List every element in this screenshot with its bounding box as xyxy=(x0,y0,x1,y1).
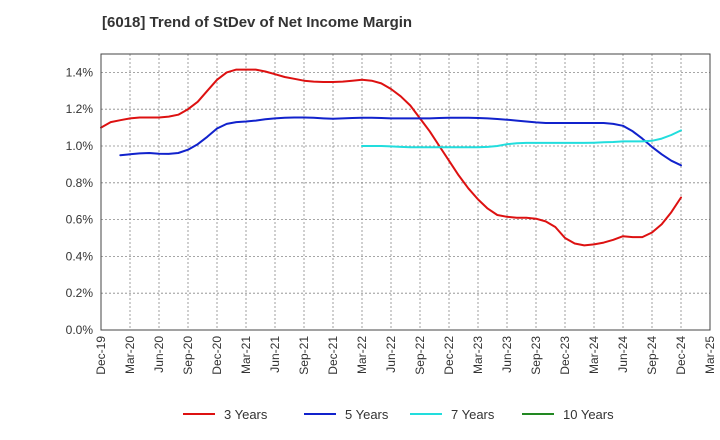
x-tick-label: Jun-20 xyxy=(152,336,166,373)
y-tick-label: 1.4% xyxy=(66,65,94,79)
y-axis-ticks: 0.0% 0.2% 0.4% 0.6% 0.8% 1.0% 1.2% 1.4% xyxy=(66,65,94,337)
x-tick-label: Jun-23 xyxy=(500,336,514,373)
x-tick-label: Jun-21 xyxy=(268,336,282,373)
series-line-7-years xyxy=(361,129,682,149)
y-tick-label: 0.8% xyxy=(66,176,94,190)
y-tick-label: 0.6% xyxy=(66,213,94,227)
y-tick-label: 0.0% xyxy=(66,323,94,337)
x-tick-label: Sep-22 xyxy=(413,336,427,375)
x-tick-label: Sep-23 xyxy=(529,336,543,375)
chart-title: [6018] Trend of StDev of Net Income Marg… xyxy=(102,14,413,31)
legend-label-10-years: 10 Years xyxy=(563,407,614,422)
x-tick-label: Dec-21 xyxy=(326,336,340,375)
x-tick-label: Dec-23 xyxy=(558,336,572,375)
legend: 3 Years 5 Years 7 Years 10 Years xyxy=(183,407,614,422)
legend-label-5-years: 5 Years xyxy=(345,407,389,422)
plot-border xyxy=(100,53,711,331)
x-tick-label: Jun-24 xyxy=(616,336,630,373)
x-tick-label: Mar-25 xyxy=(703,336,717,374)
x-tick-label: Dec-20 xyxy=(210,336,224,375)
x-axis-ticks: Dec-19 Mar-20 Jun-20 Sep-20 Dec-20 Mar-21 Jun-… xyxy=(94,336,717,375)
legend-label-3-years: 3 Years xyxy=(224,407,268,422)
x-tick-label: Mar-24 xyxy=(587,336,601,374)
x-tick-label: Dec-19 xyxy=(94,336,108,375)
series-line-3-years xyxy=(100,68,682,247)
y-tick-label: 1.2% xyxy=(66,102,94,116)
grid-lines xyxy=(101,54,710,330)
y-tick-label: 1.0% xyxy=(66,139,94,153)
x-tick-label: Dec-22 xyxy=(442,336,456,375)
y-tick-label: 0.4% xyxy=(66,249,94,263)
x-tick-label: Sep-21 xyxy=(297,336,311,375)
x-tick-label: Jun-22 xyxy=(384,336,398,373)
plot-area xyxy=(101,54,710,330)
x-tick-label: Mar-20 xyxy=(123,336,137,374)
series-lines xyxy=(100,68,682,247)
x-tick-label: Sep-20 xyxy=(181,336,195,375)
y-tick-label: 0.2% xyxy=(66,286,94,300)
x-tick-label: Mar-23 xyxy=(471,336,485,374)
legend-label-7-years: 7 Years xyxy=(451,407,495,422)
x-tick-label: Sep-24 xyxy=(645,336,659,375)
x-tick-label: Mar-21 xyxy=(239,336,253,374)
x-tick-label: Dec-24 xyxy=(674,336,688,375)
x-tick-label: Mar-22 xyxy=(355,336,369,374)
series-line-5-years xyxy=(119,116,682,167)
